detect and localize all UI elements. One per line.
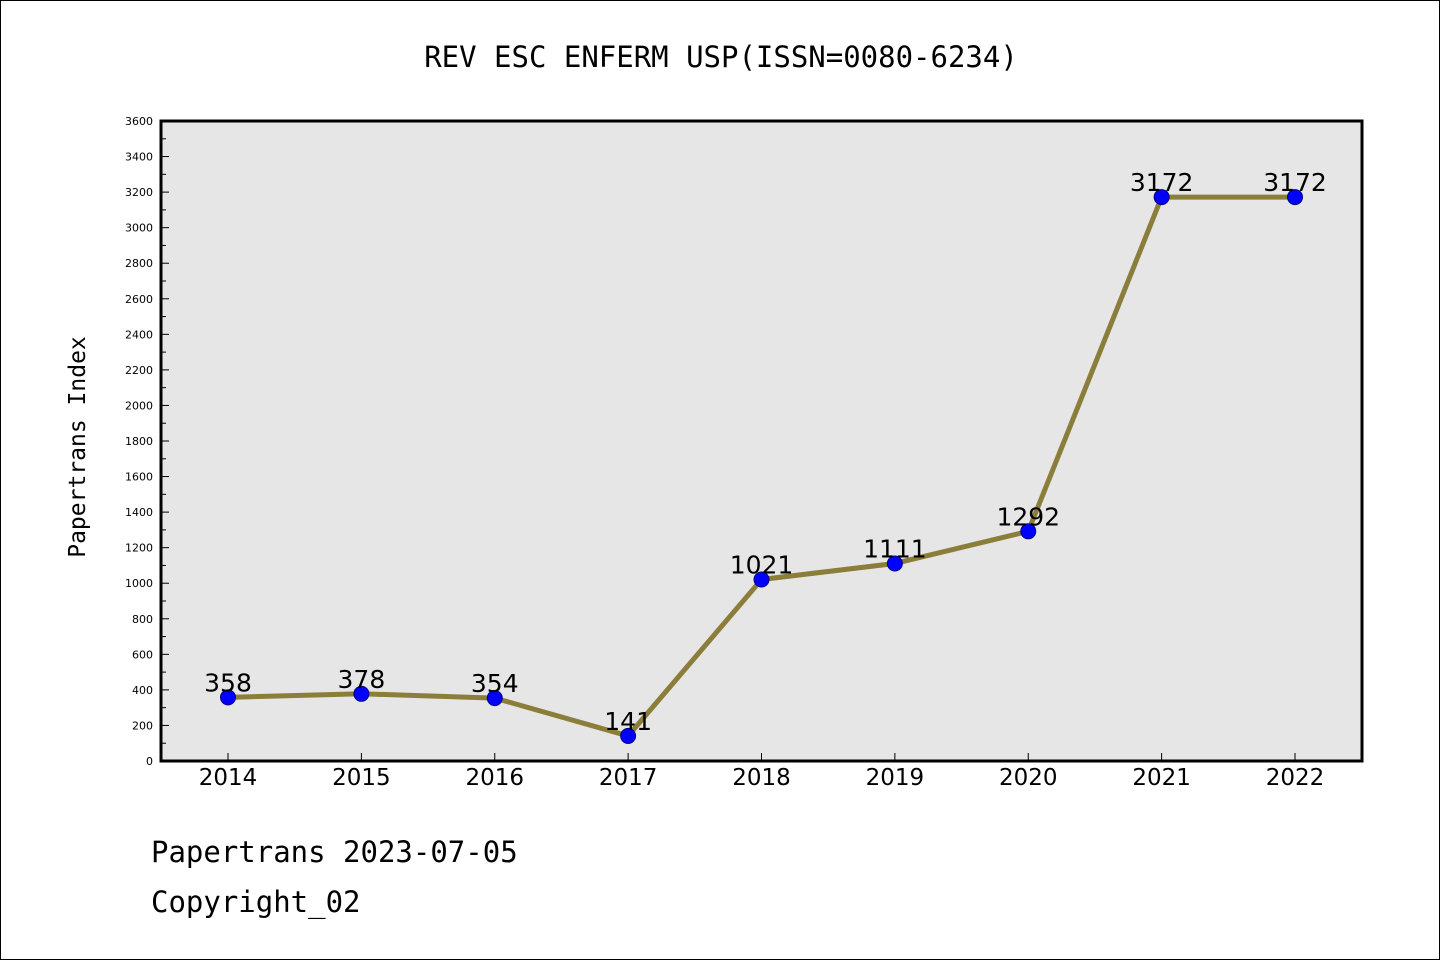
y-tick-label: 0: [146, 755, 153, 768]
y-tick-label: 3200: [125, 186, 153, 199]
data-label: 141: [604, 707, 652, 736]
data-point: [1020, 523, 1037, 540]
plot-frame: [159, 119, 1364, 763]
y-tick-label: 1800: [125, 435, 153, 448]
data-label: 354: [471, 669, 519, 698]
data-point: [486, 690, 503, 707]
y-tick-label: 3600: [125, 115, 153, 128]
plot-area: [161, 121, 1362, 761]
x-tick-label: 2017: [599, 765, 658, 791]
footer-date: Papertrans 2023-07-05: [151, 835, 518, 869]
y-tick-label: 2800: [125, 257, 153, 270]
y-tick-label: 1000: [125, 577, 153, 590]
x-tick-label: 2014: [199, 765, 258, 791]
y-tick-label: 2400: [125, 328, 153, 341]
data-point: [1287, 189, 1303, 206]
y-tick-label: 200: [132, 719, 153, 732]
footer-copyright: Copyright_02: [151, 885, 361, 919]
y-tick-label: 3400: [125, 151, 153, 164]
x-tick-label: 2018: [732, 765, 791, 791]
y-tick-label: 1400: [125, 506, 153, 519]
x-tick-label: 2022: [1266, 765, 1325, 791]
y-tick-label: 2600: [125, 293, 153, 306]
data-label: 3172: [1263, 168, 1327, 197]
data-point: [1153, 189, 1170, 206]
chart-title: REV ESC ENFERM USP(ISSN=0080-6234): [424, 40, 1018, 74]
y-axis-label: Papertrans Index: [65, 336, 91, 558]
data-label: 1021: [730, 550, 794, 579]
data-label: 1111: [863, 534, 927, 563]
data-point: [353, 685, 370, 702]
data-labels: 358 378 354 141 1021 1111 1292 3172 3172: [204, 168, 1327, 736]
y-tick-label: 3000: [125, 222, 153, 235]
x-tick-label: 2020: [999, 765, 1058, 791]
data-label: 378: [338, 665, 386, 694]
y-tick-label: 600: [132, 648, 153, 661]
data-point: [886, 555, 903, 572]
y-tick-label: 400: [132, 684, 153, 697]
x-axis: 2014 2015 2016 2017 2018 2019 2020 2021 2022: [199, 753, 1325, 791]
data-point: [220, 689, 236, 706]
series-group: [220, 189, 1303, 744]
y-tick-label: 2200: [125, 364, 153, 377]
x-tick-label: 2015: [332, 765, 391, 791]
x-tick-label: 2021: [1132, 765, 1191, 791]
y-tick-label: 1200: [125, 542, 153, 555]
y-tick-label: 800: [132, 613, 153, 626]
y-tick-label: 1600: [125, 471, 153, 484]
data-label: 1292: [996, 502, 1060, 531]
data-label: 358: [204, 668, 252, 697]
x-tick-label: 2019: [866, 765, 925, 791]
data-label: 3172: [1130, 168, 1194, 197]
x-tick-label: 2016: [465, 765, 524, 791]
data-point: [620, 727, 637, 744]
data-point: [753, 571, 770, 588]
y-axis: 0 200 400 600 800 1000 1200 1400 1600 1800 2000 220…: [125, 115, 169, 768]
y-tick-label: 2000: [125, 399, 153, 412]
